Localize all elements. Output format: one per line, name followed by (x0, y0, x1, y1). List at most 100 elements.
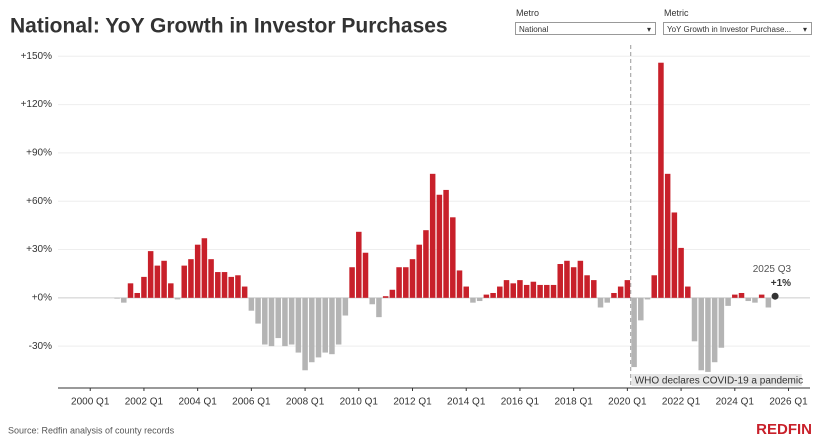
bar (356, 231, 362, 298)
bar (664, 173, 671, 298)
x-tick-label: 2014 Q1 (447, 397, 486, 408)
bar (765, 297, 772, 308)
bar (382, 296, 389, 298)
bar (584, 275, 590, 298)
bar (295, 297, 302, 353)
x-tick-label: 2002 Q1 (125, 397, 164, 408)
chart-title: National: YoY Growth in Investor Purchas… (10, 15, 448, 38)
metric-label: Metric (664, 8, 689, 18)
bar (268, 297, 275, 347)
event-label-bg (631, 374, 802, 386)
bar (651, 275, 657, 298)
bar (732, 294, 738, 298)
bar (671, 212, 678, 298)
bar (604, 297, 610, 303)
bar (711, 297, 718, 363)
bar (503, 280, 510, 298)
bar (738, 292, 745, 298)
bar (423, 230, 429, 298)
bar (591, 280, 597, 298)
bar (134, 292, 140, 298)
x-tick-label: 2008 Q1 (286, 397, 325, 408)
brand-logo: REDFIN (756, 421, 812, 438)
x-tick-label: 2024 Q1 (716, 397, 755, 408)
y-tick-label: +120% (21, 99, 53, 110)
bar (685, 286, 691, 298)
x-tick-label: 2016 Q1 (501, 397, 540, 408)
bar (376, 297, 382, 318)
bar (597, 297, 604, 308)
metric-dropdown[interactable]: YoY Growth in Investor Purchase... (663, 22, 812, 35)
bar (369, 297, 375, 305)
bar (429, 173, 436, 298)
source: Source: Redfin analysis of county record… (8, 425, 175, 435)
last-point (771, 292, 779, 300)
x-tick-label: 2006 Q1 (232, 397, 271, 408)
x-tick-label: 2020 Q1 (608, 397, 647, 408)
bar (443, 189, 449, 298)
bar (745, 297, 751, 302)
bar (631, 297, 637, 368)
bar (644, 297, 651, 300)
bar (416, 244, 422, 298)
bar (530, 281, 537, 298)
bar (725, 297, 731, 306)
event-label: WHO declares COVID-19 a pandemic (635, 376, 803, 387)
bar (396, 267, 402, 298)
x-tick-label: 2010 Q1 (340, 397, 379, 408)
metro-label: Metro (516, 8, 540, 18)
bar (181, 265, 187, 298)
bar (577, 260, 584, 298)
y-tick-label: +30% (26, 244, 52, 255)
bar (161, 260, 167, 298)
x-tick-label: 2012 Q1 (393, 397, 432, 408)
bar (315, 297, 322, 358)
bar (718, 297, 725, 348)
bar (557, 264, 563, 298)
bar (476, 297, 483, 302)
bar (490, 292, 496, 298)
bar (141, 276, 147, 298)
bar (309, 297, 315, 363)
metro-dropdown[interactable]: National (515, 22, 656, 35)
bar (510, 283, 516, 298)
bar (497, 286, 503, 298)
bar (342, 297, 349, 316)
y-tick-label: +150% (21, 51, 53, 62)
x-tick-label: 2022 Q1 (662, 397, 701, 408)
bar (262, 297, 268, 345)
bar (208, 259, 214, 298)
last-point-value: +1% (771, 278, 791, 289)
bar (174, 297, 181, 300)
bar (221, 272, 228, 298)
bar (624, 280, 631, 298)
x-tick-label: 2018 Q1 (554, 397, 593, 408)
bar (617, 286, 624, 298)
bar (463, 286, 469, 298)
bar (275, 297, 281, 339)
bar (335, 297, 342, 345)
bar (154, 265, 161, 298)
bar (188, 259, 194, 298)
y-tick-label: +60% (26, 196, 52, 207)
bar (691, 297, 698, 342)
y-tick-label: +0% (32, 292, 52, 303)
bar (436, 194, 443, 298)
x-tick-label: 2004 Q1 (178, 397, 217, 408)
y-tick-label: +90% (26, 148, 52, 159)
y-tick-label: -30% (29, 341, 52, 352)
bar (302, 297, 308, 371)
bar (282, 297, 288, 347)
bar (403, 267, 409, 298)
bar (450, 217, 456, 298)
last-point-label: 2025 Q3 (753, 264, 792, 275)
bar (235, 275, 241, 298)
bar (544, 284, 550, 298)
bar (168, 283, 174, 298)
bar (550, 284, 557, 298)
bar (470, 297, 476, 303)
bar (194, 244, 201, 298)
bar (241, 286, 248, 298)
